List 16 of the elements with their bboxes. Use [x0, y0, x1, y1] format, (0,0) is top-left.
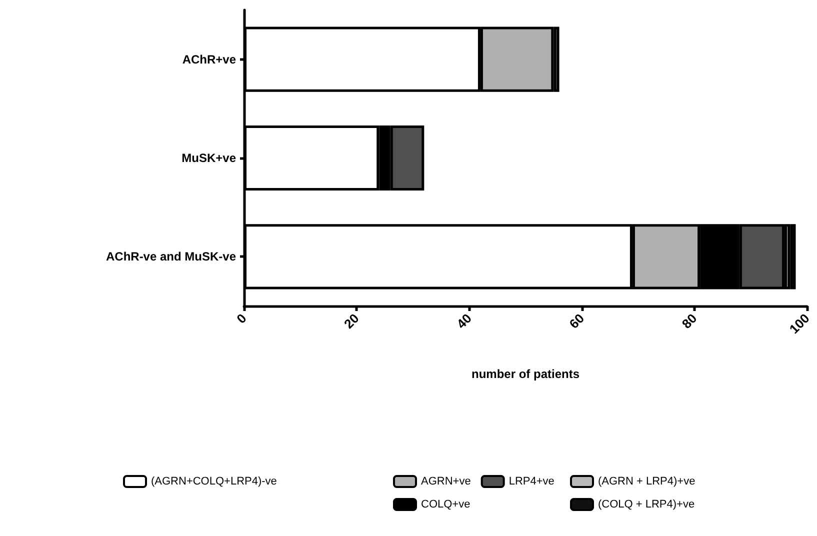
y-tick-label: AChR+ve: [182, 52, 236, 66]
y-tick-label: MuSK+ve: [182, 151, 236, 165]
x-tick-label: 40: [454, 310, 475, 332]
x-tick-label: 80: [678, 310, 700, 332]
x-tick-label: 0: [234, 310, 250, 326]
legend-label: AGRN+ve: [421, 476, 471, 488]
legend-label: LRP4+ve: [508, 476, 554, 488]
x-axis-title: number of patients: [471, 367, 580, 381]
legend-label: (AGRN+COLQ+LRP4)-ve: [151, 476, 277, 488]
x-tick-label: 60: [566, 310, 588, 332]
x-tick-label: 100: [786, 310, 812, 337]
legend-label: (AGRN + LRP4)+ve: [598, 476, 696, 488]
x-tick-label: 20: [341, 310, 362, 332]
legend-label: COLQ+ve: [421, 498, 470, 510]
y-tick-label: AChR-ve and MuSK-ve: [106, 250, 236, 264]
legend-label: (COLQ + LRP4)+ve: [598, 498, 695, 510]
